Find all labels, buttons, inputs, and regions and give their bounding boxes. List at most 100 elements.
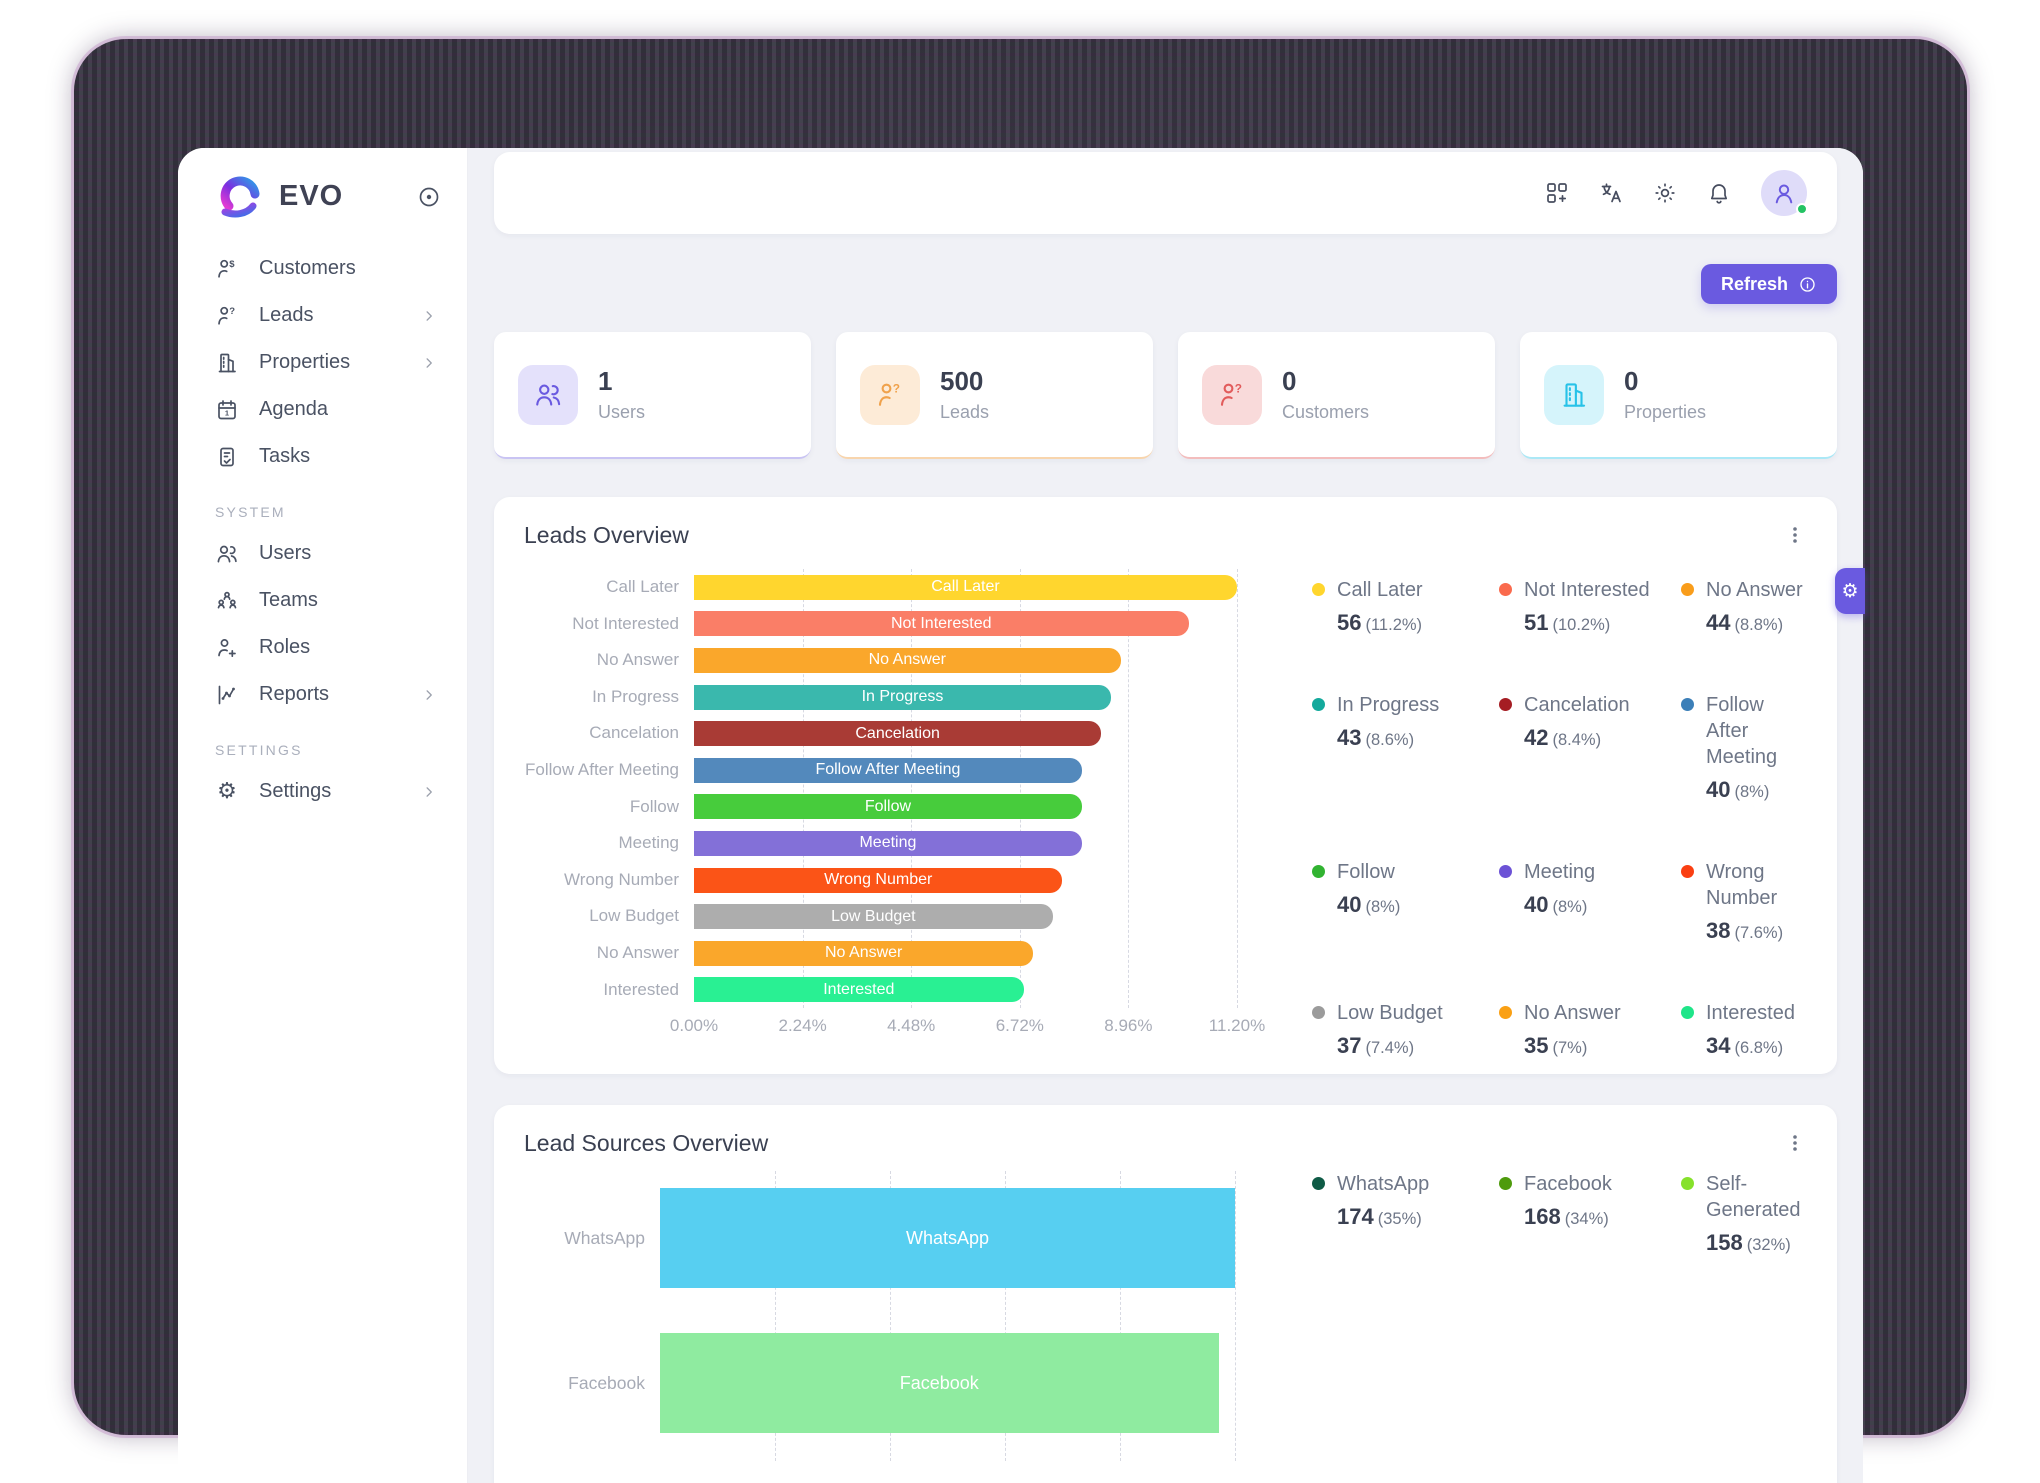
sidebar-item-customers[interactable]: $ Customers <box>215 245 441 292</box>
gridline <box>1128 569 1130 1009</box>
sidebar-item-reports[interactable]: Reports <box>215 671 441 718</box>
stat-card-properties: 0 Properties <box>1520 332 1837 459</box>
sidebar-item-agenda[interactable]: 1 Agenda <box>215 386 441 433</box>
x-axis-ticks: 0.00% 2.24% 4.48% 6.72% 8.96% 11.20% <box>669 1016 1266 1036</box>
sidebar: EVO $ Customers ? Leads Properties <box>178 148 468 1483</box>
bar-whatsapp[interactable]: WhatsApp <box>660 1188 1235 1288</box>
legend-item-follow[interactable]: Follow 40 (8%) <box>1312 859 1499 944</box>
refresh-button[interactable]: Refresh <box>1700 264 1837 304</box>
bar-wrong-number[interactable]: Wrong Number <box>694 867 1063 893</box>
sidebar-item-tasks[interactable]: Tasks <box>215 433 441 480</box>
svg-text:?: ? <box>229 306 235 317</box>
report-chart-icon <box>218 685 235 704</box>
sidebar-item-label: Tasks <box>259 445 311 467</box>
main-content: Refresh 1 Users ? <box>468 148 1863 1483</box>
gear-icon: ⚙ <box>217 779 237 804</box>
brand-name: EVO <box>279 180 344 212</box>
sidebar-item-label: Properties <box>259 351 351 373</box>
building-icon <box>218 353 236 372</box>
sidebar-item-roles[interactable]: Roles <box>215 624 441 671</box>
translate-icon[interactable] <box>1599 181 1623 205</box>
sources-legend: WhatsApp 174 (35%) Facebook 168 (34%) Self-G… <box>1312 1171 1807 1461</box>
bar-follow-after-meeting[interactable]: Follow After Meeting <box>694 757 1082 783</box>
y-axis-labels: WhatsApp Facebook <box>564 1228 645 1393</box>
sun-icon[interactable] <box>1653 181 1677 205</box>
sidebar-item-leads[interactable]: ? Leads <box>215 292 441 339</box>
legend-item-no-answer[interactable]: No Answer 44 (8.8%) <box>1681 577 1807 636</box>
bar-call-later[interactable]: Call Later <box>694 574 1237 600</box>
widget-settings-button[interactable]: ⚙ <box>1835 568 1865 614</box>
user-avatar[interactable] <box>1761 170 1808 216</box>
y-axis-labels: Call Later Not Interested No Answer In P… <box>524 577 679 999</box>
stat-label: Users <box>598 402 646 422</box>
bar-no-answer[interactable]: No Answer <box>694 647 1121 673</box>
sidebar-header: EVO <box>215 170 441 223</box>
sidebar-item-label: Leads <box>259 304 314 326</box>
legend-item-self-generated[interactable]: Self-Generated 158 (32%) <box>1681 1171 1807 1256</box>
sidebar-item-settings[interactable]: ⚙ Settings <box>215 768 441 815</box>
person-plus-icon <box>218 638 236 657</box>
legend-item-follow-after-meeting[interactable]: Follow After Meeting 40 (8%) <box>1681 692 1807 803</box>
sidebar-item-properties[interactable]: Properties <box>215 339 441 386</box>
sidebar-item-teams[interactable]: Teams <box>215 577 441 624</box>
lead-question-icon: ? <box>878 381 900 406</box>
building-icon <box>1563 382 1586 407</box>
legend-item-wrong-number[interactable]: Wrong Number 38 (7.6%) <box>1681 859 1807 944</box>
legend-item-whatsapp[interactable]: WhatsApp 174 (35%) <box>1312 1171 1499 1256</box>
stat-label: Customers <box>1282 402 1370 422</box>
plot-area: Call Later Not Interested No Answer In P… <box>694 569 1238 1009</box>
refresh-row: Refresh <box>494 264 1837 304</box>
sidebar-item-label: Agenda <box>259 398 328 420</box>
stat-card-users: 1 Users <box>494 332 811 459</box>
bar-cancelation[interactable]: Cancelation <box>694 721 1102 747</box>
dots-vertical-icon[interactable] <box>1783 523 1807 547</box>
apps-grid-icon[interactable] <box>1545 181 1569 205</box>
sources-bar-chart: WhatsApp Facebook WhatsApp Facebook <box>524 1171 1236 1461</box>
svg-text:?: ? <box>1235 381 1242 395</box>
calendar-icon: 1 <box>218 399 236 419</box>
legend-item-cancelation[interactable]: Cancelation 42 (8.4%) <box>1499 692 1681 803</box>
lead-sources-title: Lead Sources Overview <box>524 1129 769 1156</box>
bar-in-progress[interactable]: In Progress <box>694 684 1111 710</box>
sidebar-item-users[interactable]: Users <box>215 530 441 577</box>
sidebar-collapse-toggle-icon[interactable] <box>417 185 441 209</box>
svg-text:?: ? <box>893 381 900 395</box>
sidebar-item-label: Roles <box>259 636 311 658</box>
bar-follow[interactable]: Follow <box>694 794 1082 820</box>
info-circle-icon <box>1800 276 1815 292</box>
chevron-right-icon <box>417 686 441 704</box>
stat-card-customers: ? 0 Customers <box>1178 332 1495 459</box>
evo-logo-icon <box>215 170 267 223</box>
legend-item-facebook[interactable]: Facebook 168 (34%) <box>1499 1171 1681 1256</box>
bar-low-budget[interactable]: Low Budget <box>694 904 1053 930</box>
online-status-dot <box>1796 203 1808 215</box>
chevron-right-icon <box>417 783 441 801</box>
bar-facebook[interactable]: Facebook <box>660 1333 1219 1433</box>
bar-not-interested[interactable]: Not Interested <box>694 611 1189 637</box>
dots-vertical-icon[interactable] <box>1783 1131 1807 1155</box>
stat-value: 500 <box>940 366 984 396</box>
gridline <box>911 569 913 1009</box>
legend-item-interested[interactable]: Interested 34 (6.8%) <box>1681 1000 1807 1059</box>
bar-no-answer-2[interactable]: No Answer <box>694 940 1034 966</box>
legend-item-meeting[interactable]: Meeting 40 (8%) <box>1499 859 1681 944</box>
gridline <box>1019 569 1021 1009</box>
legend-item-call-later[interactable]: Call Later 56 (11.2%) <box>1312 577 1499 636</box>
legend-item-no-answer-2[interactable]: No Answer 35 (7%) <box>1499 1000 1681 1059</box>
chevron-right-icon <box>417 354 441 372</box>
sidebar-item-label: Users <box>259 542 312 564</box>
users-icon <box>536 384 561 406</box>
stat-cards-row: 1 Users ? 500 Leads ? <box>494 332 1837 459</box>
svg-text:$: $ <box>229 259 235 270</box>
lead-question-icon: ? <box>218 306 235 325</box>
sidebar-item-label: Reports <box>259 683 330 705</box>
legend-item-low-budget[interactable]: Low Budget 37 (7.4%) <box>1312 1000 1499 1059</box>
stat-value: 0 <box>1624 366 1639 396</box>
bell-icon[interactable] <box>1707 181 1731 205</box>
legend-item-in-progress[interactable]: In Progress 43 (8.6%) <box>1312 692 1499 803</box>
legend-item-not-interested[interactable]: Not Interested 51 (10.2%) <box>1499 577 1681 636</box>
leads-chart-area: Call Later Not Interested No Answer In P… <box>524 569 1807 1059</box>
bar-interested[interactable]: Interested <box>694 977 1024 1003</box>
lead-sources-card: Lead Sources Overview WhatsApp Facebook <box>494 1105 1837 1483</box>
bar-meeting[interactable]: Meeting <box>694 830 1082 856</box>
